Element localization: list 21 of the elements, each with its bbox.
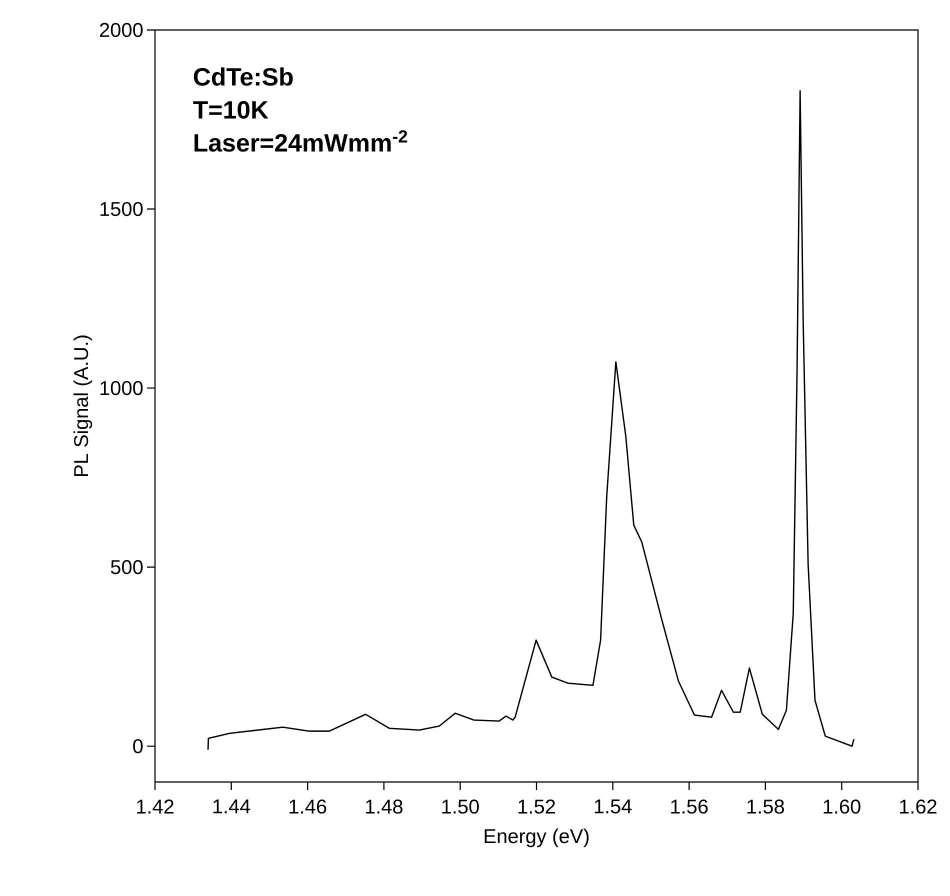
annotation: CdTe:Sb xyxy=(194,67,293,86)
x-tick-label: 1.56 xyxy=(671,800,708,814)
x-tick-label: 1.44 xyxy=(213,800,250,814)
annotation: T=10K xyxy=(193,101,268,119)
x-tick-label: 1.62 xyxy=(900,800,936,814)
x-tick-label: 1.50 xyxy=(442,800,479,814)
x-tick-label: 1.46 xyxy=(290,800,326,814)
x-tick-label: 1.42 xyxy=(137,800,174,814)
y-tick-label: 0 xyxy=(133,739,143,754)
x-tick-label: 1.54 xyxy=(594,800,632,814)
y-tick-label: 1000 xyxy=(100,381,143,396)
y-axis-title: PL Signal (A.U.) xyxy=(73,336,92,476)
annotation: Laser=24mWmm$^{-2}$ xyxy=(194,130,408,152)
y-tick-label: 1500 xyxy=(100,202,143,216)
y-tick-label: 2000 xyxy=(100,22,143,38)
x-tick-label: 1.58 xyxy=(747,800,784,814)
x-tick-label: 1.48 xyxy=(366,800,402,814)
x-axis-title: Energy (eV) xyxy=(484,828,589,848)
y-tick-label: 500 xyxy=(110,560,143,574)
x-tick-label: 1.52 xyxy=(518,800,555,814)
x-tick-label: 1.60 xyxy=(824,800,860,814)
